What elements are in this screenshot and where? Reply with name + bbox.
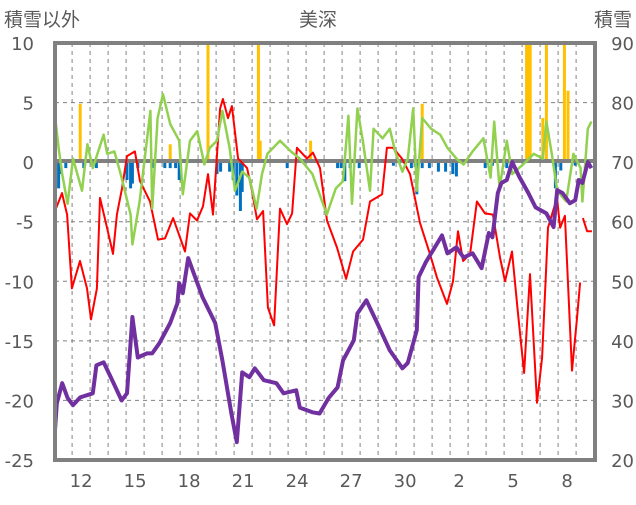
blue-bar — [391, 162, 395, 166]
orange-bar — [566, 90, 570, 163]
x-tick-label: 24 — [286, 471, 309, 492]
x-tick-label: 18 — [178, 471, 201, 492]
x-tick-label: 5 — [507, 471, 518, 492]
orange-bar — [525, 43, 529, 163]
blue-bar — [168, 162, 172, 169]
orange-bar — [541, 118, 545, 163]
gridlines — [55, 43, 595, 460]
x-tick-label: 15 — [124, 471, 147, 492]
blue-bar — [240, 162, 244, 192]
blue-bar — [454, 162, 458, 177]
x-tick-label: 8 — [561, 471, 572, 492]
plot-frame — [53, 41, 597, 462]
blue-bar — [235, 162, 239, 196]
series-lines — [53, 92, 594, 445]
orange-bar — [256, 43, 260, 163]
orange-bar — [562, 43, 566, 163]
orange-bar — [258, 140, 262, 163]
x-tick-label: 27 — [340, 471, 363, 492]
blue-bar — [219, 162, 223, 172]
left-axis-title: 積雪以外 — [4, 9, 80, 31]
blue-bar — [125, 162, 129, 181]
blue-bar — [285, 162, 289, 169]
blue-bar — [573, 162, 577, 166]
right-tick-label: 30 — [611, 391, 634, 412]
right-tick-label: 60 — [611, 213, 634, 234]
right-tick-label: 70 — [611, 153, 634, 174]
blue-bar — [94, 162, 98, 169]
orange-bar — [528, 43, 532, 163]
right-tick-label: 90 — [611, 34, 634, 55]
blue-bar — [420, 162, 424, 169]
orange-bar — [168, 144, 172, 163]
left-tick-label: 5 — [23, 94, 34, 115]
blue-bar — [451, 162, 455, 175]
blue-bar — [559, 162, 563, 171]
right-tick-label: 20 — [611, 451, 634, 472]
right-axis-title: 積雪 — [594, 9, 632, 31]
blue-bar — [409, 162, 413, 169]
x-tick-label: 30 — [394, 471, 417, 492]
red-series-line — [54, 98, 592, 404]
chart-title: 美深 — [299, 9, 337, 31]
blue-bar — [238, 162, 242, 211]
x-tick-label: 21 — [232, 471, 255, 492]
orange-bar — [526, 43, 530, 163]
blue-bar — [339, 162, 343, 169]
blue-bar — [483, 162, 487, 169]
left-tick-label: 0 — [23, 153, 34, 174]
blue-bar — [130, 162, 134, 184]
blue-bar — [129, 162, 133, 189]
blue-bar — [444, 162, 448, 172]
purple-series-line — [53, 160, 594, 445]
blue-bar — [357, 162, 361, 169]
blue-bar — [57, 162, 61, 189]
left-tick-label: -25 — [5, 451, 34, 472]
blue-bar — [177, 162, 181, 181]
left-tick-label: -15 — [5, 332, 34, 353]
right-tick-label: 80 — [611, 94, 634, 115]
orange-bar — [309, 140, 313, 163]
blue-bar — [174, 162, 178, 169]
blue-bar — [436, 162, 440, 172]
orange-bar — [544, 43, 548, 163]
left-tick-label: -20 — [5, 391, 34, 412]
left-tick-label: 10 — [11, 34, 34, 55]
blue-bar — [505, 162, 509, 169]
left-tick-label: -10 — [5, 272, 34, 293]
x-tick-label: 12 — [70, 471, 93, 492]
blue-bar — [228, 162, 232, 172]
x-tick-label: 2 — [453, 471, 464, 492]
blue-bar — [64, 162, 68, 169]
orange-bar — [78, 103, 82, 163]
right-tick-label: 40 — [611, 332, 634, 353]
blue-bar — [427, 162, 431, 169]
green-series-line — [53, 92, 593, 246]
left-tick-label: -5 — [16, 213, 34, 234]
blue-bar — [336, 162, 340, 169]
blue-bar — [163, 162, 167, 169]
right-tick-label: 50 — [611, 272, 634, 293]
orange-bar — [206, 43, 210, 163]
